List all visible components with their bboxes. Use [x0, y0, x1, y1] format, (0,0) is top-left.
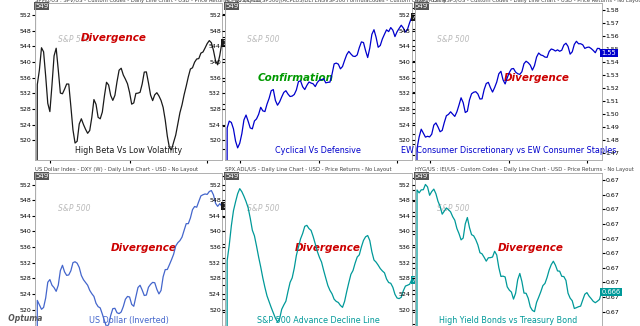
Text: 549: 549: [225, 173, 238, 179]
Text: 1.31: 1.31: [222, 40, 236, 46]
Text: S&P 500: S&P 500: [58, 204, 90, 213]
Text: 549: 549: [35, 3, 49, 9]
Text: 549: 549: [225, 3, 238, 9]
Text: 0.666: 0.666: [602, 289, 621, 295]
Text: EW Consumer Discretionary vs EW Consumer Staples: EW Consumer Discretionary vs EW Consumer…: [401, 146, 616, 155]
Text: US Dollar Index - DXY (W) - Daily Line Chart - USD - No Layout: US Dollar Index - DXY (W) - Daily Line C…: [35, 167, 198, 172]
Text: 105.6: 105.6: [222, 203, 241, 209]
Text: Divergence: Divergence: [503, 73, 569, 83]
Text: US Dollar (Inverted): US Dollar (Inverted): [88, 316, 168, 325]
Text: 549: 549: [415, 173, 428, 179]
Text: 766: 766: [412, 14, 424, 20]
Text: S&P 500: S&P 500: [248, 35, 280, 44]
Text: Confirmation: Confirmation: [258, 73, 334, 83]
Text: Divergence: Divergence: [498, 243, 564, 253]
Text: 72,306: 72,306: [412, 277, 435, 283]
Text: Divergence: Divergence: [295, 243, 361, 253]
Text: 1.55: 1.55: [602, 50, 616, 56]
Text: HYG/US : IEI/US - Custom Codes - Daily Line Chart - USD - Price Returns - No Lay: HYG/US : IEI/US - Custom Codes - Daily L…: [415, 167, 634, 172]
Text: S&P 500: S&P 500: [248, 204, 280, 213]
Text: Optuma: Optuma: [3, 314, 43, 323]
Text: Divergence: Divergence: [81, 33, 147, 43]
Text: S&P 500: S&P 500: [437, 35, 470, 44]
Text: S&P 500: S&P 500: [58, 35, 90, 44]
Text: RXP5/US : RSP5/US - Custom Codes - Daily Line Chart - USD - Price Returns - No L: RXP5/US : RSP5/US - Custom Codes - Daily…: [415, 0, 640, 3]
Text: Divergence: Divergence: [111, 243, 177, 253]
Text: S&P 500 Advance Decline Line: S&P 500 Advance Decline Line: [257, 316, 380, 325]
Text: SPM8/US : SPV/US - Custom Codes - Daily Line Chart - USD - Price Returns - No La: SPM8/US : SPV/US - Custom Codes - Daily …: [35, 0, 261, 3]
Text: ACPLUS/CYCL(SP500)/ACPLUS/DEFENSVSP500 FormulaCodes - Custom Codes - Daily: ACPLUS/CYCL(SP500)/ACPLUS/DEFENSVSP500 F…: [225, 0, 446, 3]
Text: High Yield Bonds vs Treasury Bond: High Yield Bonds vs Treasury Bond: [439, 316, 577, 325]
Text: 549: 549: [415, 3, 428, 9]
Text: S&P 500: S&P 500: [437, 204, 470, 213]
Text: SPX.ADL/US - Daily Line Chart - USD - Price Returns - No Layout: SPX.ADL/US - Daily Line Chart - USD - Pr…: [225, 167, 392, 172]
Text: 549: 549: [35, 173, 49, 179]
Text: Cyclical Vs Defensive: Cyclical Vs Defensive: [275, 146, 362, 155]
Text: High Beta Vs Low Volatility: High Beta Vs Low Volatility: [75, 146, 182, 155]
